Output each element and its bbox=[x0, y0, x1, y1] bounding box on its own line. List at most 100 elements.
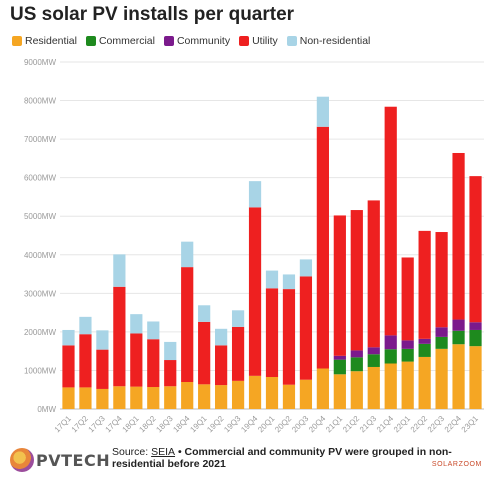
bar-segment-community bbox=[401, 340, 414, 349]
x-tick-label: 21Q1 bbox=[324, 414, 345, 435]
x-tick-label: 22Q4 bbox=[443, 414, 464, 435]
source-label: Source: bbox=[112, 446, 149, 458]
bar-segment-utility bbox=[299, 276, 313, 380]
bar-segment-residential bbox=[469, 346, 482, 409]
bar-segment-non-residential bbox=[248, 181, 262, 208]
y-tick-label: 9000MW bbox=[24, 58, 56, 67]
bar-segment-commercial bbox=[418, 343, 431, 357]
x-tick-label: 18Q2 bbox=[137, 414, 158, 435]
legend-swatch bbox=[85, 36, 96, 46]
stacked-bar-chart: 0MW 1000MW 2000MW 3000MW 4000MW 5000MW 6000MW 7… bbox=[24, 58, 484, 435]
bar-segment-utility bbox=[384, 106, 397, 336]
bar-segment-utility bbox=[79, 334, 92, 388]
x-tick-label: 22Q1 bbox=[392, 414, 413, 435]
bar-segment-utility bbox=[265, 288, 279, 377]
x-tick-label: 20Q4 bbox=[307, 414, 328, 435]
bar-segment-community bbox=[418, 338, 431, 344]
y-tick-label: 0MW bbox=[37, 405, 56, 414]
x-tick-label: 17Q1 bbox=[53, 414, 74, 435]
bar-segment-residential bbox=[62, 387, 75, 409]
bar-segment-residential bbox=[248, 375, 262, 409]
bar-segment-commercial bbox=[435, 336, 448, 349]
source-link[interactable]: SEIA bbox=[151, 446, 176, 458]
x-tick-label: 20Q3 bbox=[290, 414, 311, 435]
bar-segment-residential bbox=[418, 356, 431, 409]
legend-swatch bbox=[12, 36, 22, 46]
y-tick-label: 4000MW bbox=[24, 251, 56, 260]
y-tick-label: 6000MW bbox=[24, 174, 56, 183]
bar-segment-residential bbox=[96, 388, 109, 409]
legend-item-residential: Residential bbox=[12, 35, 77, 47]
bar-segment-residential bbox=[401, 361, 414, 409]
bar-segment-residential bbox=[452, 344, 465, 409]
legend-label: Community bbox=[176, 35, 231, 47]
bar-segment-utility bbox=[401, 257, 414, 341]
x-tick-label: 22Q3 bbox=[426, 414, 447, 435]
bar-segment-non-residential bbox=[265, 270, 279, 289]
bar-segment-utility bbox=[333, 215, 346, 356]
pvtech-logo-icon bbox=[10, 448, 34, 472]
source-note: Source: SEIA • Commercial and community … bbox=[112, 446, 482, 470]
bar-segment-residential bbox=[181, 382, 194, 409]
legend-swatch bbox=[239, 36, 250, 46]
bar-segment-non-residential bbox=[299, 259, 313, 277]
bar-segment-utility bbox=[96, 349, 109, 389]
bar-segment-residential bbox=[164, 386, 177, 409]
chart-footer: PVTECH Source: SEIA • Commercial and com… bbox=[10, 444, 490, 478]
bar-segment-residential bbox=[435, 348, 448, 409]
legend-label: Non-residential bbox=[299, 35, 371, 47]
bar-segment-non-residential bbox=[130, 314, 143, 334]
bar-segment-non-residential bbox=[181, 241, 194, 268]
bar-segment-utility bbox=[62, 345, 75, 388]
legend-label: Residential bbox=[25, 35, 77, 47]
bar-segment-residential bbox=[79, 387, 92, 409]
bar-segment-residential bbox=[265, 376, 279, 409]
bar-segment-utility bbox=[147, 339, 160, 388]
bar-segment-non-residential bbox=[164, 341, 177, 361]
bar-segment-utility bbox=[350, 210, 363, 351]
bar-segment-utility bbox=[164, 360, 177, 387]
x-tick-label: 18Q1 bbox=[121, 414, 142, 435]
bar-segment-non-residential bbox=[62, 329, 75, 346]
bar-segment-utility bbox=[316, 126, 329, 369]
legend-swatch bbox=[163, 36, 174, 46]
bar-segment-non-residential bbox=[316, 96, 329, 127]
bar-segment-community bbox=[367, 347, 380, 355]
x-tick-label: 21Q4 bbox=[375, 414, 396, 435]
bar-segment-residential bbox=[231, 380, 245, 409]
bar-segment-community bbox=[384, 335, 397, 350]
bar-segment-utility bbox=[181, 267, 194, 383]
chart-title: US solar PV installs per quarter bbox=[10, 4, 295, 25]
legend-item-non-residential: Non-residential bbox=[286, 35, 371, 47]
bar-segment-utility bbox=[231, 326, 245, 381]
x-tick-label: 19Q3 bbox=[222, 414, 243, 435]
x-tick-label: 21Q3 bbox=[358, 414, 379, 435]
bar-segment-residential bbox=[384, 363, 397, 409]
bar-segment-residential bbox=[367, 366, 380, 409]
bar-segment-community bbox=[469, 322, 482, 330]
bar-segment-utility bbox=[248, 207, 262, 376]
x-tick-label: 22Q2 bbox=[409, 414, 430, 435]
bar-segment-non-residential bbox=[147, 321, 160, 340]
bar-segment-commercial bbox=[384, 349, 397, 364]
chart-legend: Residential Commercial Community Utility Non… bbox=[12, 35, 370, 47]
x-tick-label: 18Q4 bbox=[171, 414, 192, 435]
bar-segment-residential bbox=[282, 384, 296, 409]
bar-segment-community bbox=[350, 350, 363, 358]
legend-item-utility: Utility bbox=[239, 35, 278, 47]
x-tick-label: 19Q1 bbox=[188, 414, 209, 435]
bar-segment-residential bbox=[350, 371, 363, 409]
bar-segment-residential bbox=[113, 386, 126, 409]
bar-segment-commercial bbox=[333, 359, 346, 375]
bar-segment-community bbox=[333, 355, 346, 360]
x-tick-label: 19Q4 bbox=[239, 414, 260, 435]
bar-segment-non-residential bbox=[198, 305, 211, 322]
bar-segment-community bbox=[452, 319, 465, 331]
bar-segment-utility bbox=[367, 200, 380, 348]
bar-segment-residential bbox=[299, 379, 313, 409]
bar-segment-non-residential bbox=[96, 330, 109, 350]
bar-segment-non-residential bbox=[215, 328, 228, 346]
bar-segment-utility bbox=[452, 152, 465, 320]
legend-label: Utility bbox=[252, 35, 278, 47]
y-tick-label: 1000MW bbox=[24, 366, 56, 375]
